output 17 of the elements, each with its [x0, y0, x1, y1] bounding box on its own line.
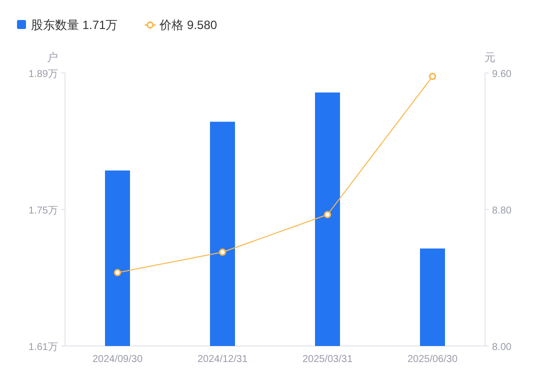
y2-axis-title: 元 [484, 52, 496, 64]
y-tick-label: 1.75万 [28, 206, 58, 216]
point [218, 248, 226, 256]
x-tick-label: 2025/06/30 [407, 354, 458, 365]
point [428, 72, 436, 80]
x-tick-label: 2024/12/31 [197, 354, 248, 365]
y2-tick-label: 8.80 [492, 206, 512, 216]
x-tick-label: 2024/09/30 [92, 354, 143, 365]
point [324, 211, 332, 218]
x-tick-label: 2025/03/31 [302, 354, 353, 365]
y-axis-title: 户 [47, 51, 58, 64]
y-tick-label: 1.89万 [28, 69, 58, 80]
y2-tick-label: 8.00 [492, 342, 512, 353]
point [114, 269, 122, 276]
legend-label: 价格 9.580 [158, 18, 218, 32]
y2-tick-label: 9.60 [492, 69, 512, 80]
y-tick-label: 1.61万 [28, 342, 58, 353]
